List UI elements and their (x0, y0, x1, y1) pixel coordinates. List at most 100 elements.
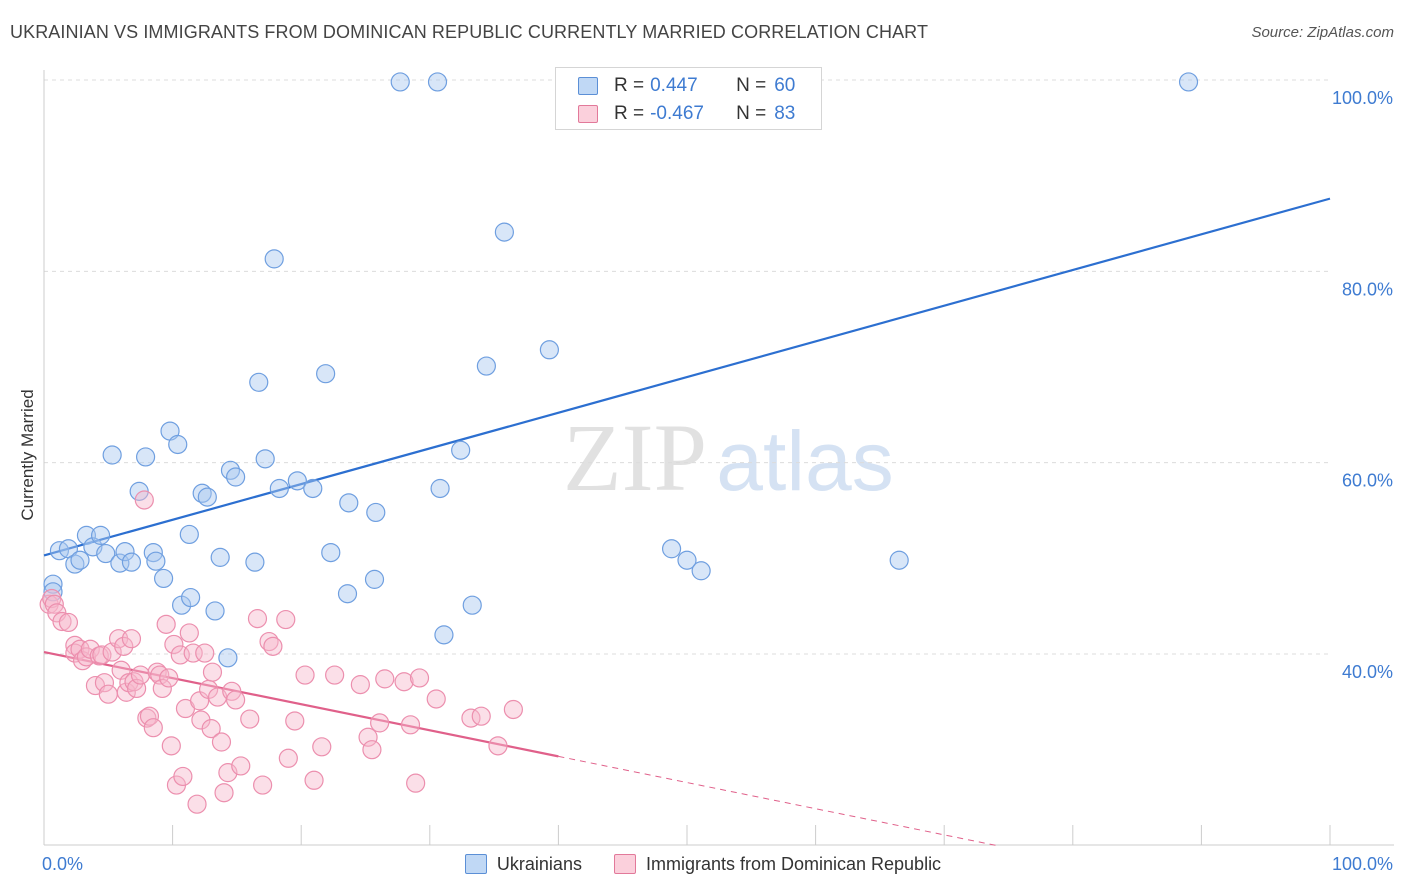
point-dominican (65, 635, 85, 655)
series-legend: Ukrainians Immigrants from Dominican Rep… (0, 851, 1406, 877)
legend-swatch-ukrainians (578, 77, 598, 95)
legend-row-ukrainians: R = 0.447 N = 60 (578, 72, 795, 100)
chart-title: UKRAINIAN VS IMMIGRANTS FROM DOMINICAN R… (10, 22, 929, 42)
point-dominican (471, 706, 491, 726)
point-ukrainians (76, 525, 97, 545)
point-dominican (400, 715, 421, 735)
point-dominican (201, 719, 221, 739)
legend-swatch-dominican (578, 105, 598, 123)
point-dominican (253, 775, 273, 795)
point-ukrainians (303, 478, 323, 499)
y-tick-label: 40.0% (1342, 662, 1393, 682)
point-dominican (211, 732, 232, 752)
watermark-zip: ZIP (563, 404, 707, 511)
x-tick-label: 100.0% (1332, 854, 1393, 874)
point-dominican (134, 490, 154, 510)
y-tick-label: 100.0% (1332, 88, 1393, 108)
legend-item-ukrainians[interactable]: Ukrainians (464, 854, 582, 875)
point-ukrainians (102, 445, 122, 465)
point-ukrainians (43, 574, 63, 594)
point-ukrainians (476, 356, 496, 376)
trend-line-ukrainians (43, 197, 1331, 557)
point-dominican (358, 727, 378, 747)
point-dominican (263, 636, 283, 656)
legend-swatch-dominican (613, 854, 636, 874)
point-dominican (187, 794, 207, 814)
point-ukrainians (430, 478, 450, 499)
point-ukrainians (249, 372, 269, 392)
legend-n-label: N = (736, 75, 767, 96)
point-ukrainians (434, 625, 454, 645)
point-ukrainians (539, 340, 559, 360)
point-ukrainians (179, 524, 199, 545)
point-dominican (143, 718, 163, 738)
point-dominican (503, 699, 523, 720)
point-ukrainians (255, 449, 275, 469)
point-dominican (58, 612, 79, 633)
point-ukrainians (1178, 72, 1199, 92)
point-ukrainians (366, 502, 386, 523)
point-dominican (179, 623, 199, 643)
point-ukrainians (121, 552, 142, 572)
point-ukrainians (451, 440, 471, 460)
point-dominican (231, 756, 251, 776)
point-dominican (121, 629, 142, 649)
point-ukrainians (226, 467, 246, 487)
point-ukrainians (661, 539, 682, 559)
point-ukrainians (210, 547, 230, 567)
axes (43, 70, 1394, 846)
point-ukrainians (494, 222, 514, 242)
point-ukrainians (269, 478, 289, 499)
point-ukrainians (337, 584, 358, 604)
point-dominican (240, 709, 260, 729)
y-tick-label: 60.0% (1342, 471, 1393, 491)
point-dominican (406, 773, 426, 793)
point-ukrainians (70, 550, 90, 570)
point-dominican (295, 665, 315, 685)
point-dominican (164, 634, 184, 655)
point-dominican (285, 711, 305, 731)
legend-item-dominican[interactable]: Immigrants from Dominican Republic (613, 854, 941, 875)
point-dominican (426, 689, 446, 709)
point-dominican (65, 643, 85, 663)
point-ukrainians (390, 72, 410, 92)
point-dominican (409, 668, 430, 688)
point-ukrainians (192, 483, 212, 503)
point-dominican (226, 690, 246, 710)
point-dominican (276, 609, 296, 630)
point-dominican (350, 675, 370, 695)
point-dominican (159, 668, 179, 688)
point-ukrainians (135, 447, 156, 467)
point-ukrainians (197, 487, 217, 507)
point-dominican (394, 672, 414, 692)
y-tick-label: 80.0% (1342, 279, 1393, 299)
point-dominican (94, 673, 115, 693)
point-ukrainians (90, 525, 111, 545)
point-ukrainians (889, 550, 909, 570)
data-points (39, 72, 1199, 814)
point-ukrainians (153, 568, 174, 589)
legend-r-value: 0.447 (650, 75, 698, 96)
point-ukrainians (146, 551, 166, 571)
point-dominican (70, 639, 90, 659)
point-dominican (247, 609, 268, 629)
point-dominican (52, 611, 72, 632)
point-ukrainians (115, 542, 135, 562)
legend-n-label: N = (736, 103, 767, 124)
point-ukrainians (205, 601, 225, 621)
point-dominican (183, 643, 203, 663)
legend-r-value: -0.467 (650, 103, 704, 124)
point-ukrainians (218, 648, 238, 668)
legend-row-dominican: R = -0.467 N = 83 (578, 100, 795, 128)
point-ukrainians (364, 569, 385, 589)
point-ukrainians (677, 550, 697, 570)
point-dominican (214, 783, 234, 803)
point-dominican (370, 713, 390, 733)
point-dominican (173, 766, 193, 787)
point-dominican (375, 669, 395, 689)
point-dominican (278, 748, 298, 768)
legend-r-label: R = (614, 75, 645, 96)
source-label: Source: ZipAtlas.com (1251, 24, 1394, 41)
point-ukrainians (321, 542, 341, 563)
